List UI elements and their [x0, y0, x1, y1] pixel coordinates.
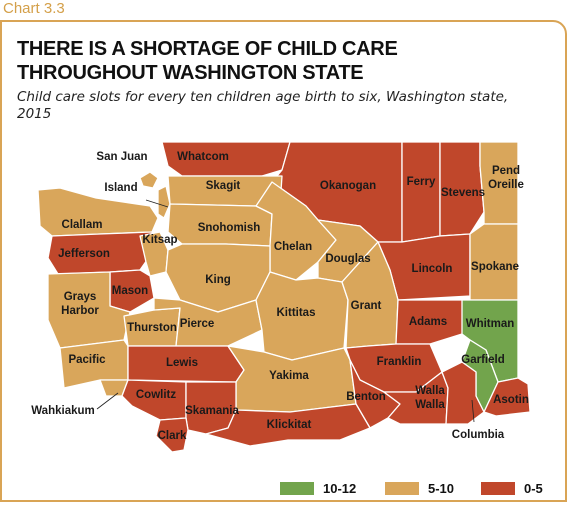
county-label-franklin: Franklin — [377, 356, 422, 368]
county-label-benton: Benton — [346, 391, 386, 403]
county-label-island: Island — [104, 182, 137, 194]
county-label-mason: Mason — [112, 285, 148, 297]
wahkiakum-leader-line — [96, 392, 119, 410]
county-label-whatcom: Whatcom — [177, 151, 229, 163]
county-label-skamania: Skamania — [185, 405, 239, 417]
county-label-stevens: Stevens — [441, 187, 485, 199]
county-label-pend-oreille: Pend Oreille — [488, 165, 524, 191]
county-label-chelan: Chelan — [274, 241, 312, 253]
county-label-thurston: Thurston — [127, 322, 177, 334]
county-label-king: King — [205, 274, 231, 286]
county-label-klickitat: Klickitat — [267, 419, 312, 431]
county-label-san-juan: San Juan — [96, 151, 147, 163]
legend-label: 0-5 — [524, 480, 543, 496]
county-label-kittitas: Kittitas — [277, 307, 316, 319]
county-clallam — [37, 187, 159, 237]
county-label-columbia: Columbia — [452, 429, 505, 441]
county-label-spokane: Spokane — [471, 261, 519, 273]
chart-title: THERE IS A SHORTAGE OF CHILD CARE THROUG… — [17, 38, 398, 84]
county-label-lincoln: Lincoln — [412, 263, 453, 275]
island-leader-line — [145, 199, 169, 208]
legend-label: 5-10 — [428, 480, 455, 496]
county-adams — [395, 299, 471, 345]
county-label-grays-harbor: Grays Harbor — [61, 291, 99, 317]
county-label-skagit: Skagit — [206, 180, 241, 192]
chart-number-label: Chart 3.3 — [3, 0, 65, 17]
county-label-asotin: Asotin — [493, 394, 529, 406]
county-label-garfield: Garfield — [461, 354, 504, 366]
county-label-ferry: Ferry — [407, 176, 436, 188]
county-label-clallam: Clallam — [62, 219, 103, 231]
county-label-kitsap: Kitsap — [142, 234, 177, 246]
county-label-whitman: Whitman — [466, 318, 515, 330]
county-label-adams: Adams — [409, 316, 447, 328]
chart-subtitle: Child care slots for every ten children … — [17, 89, 509, 122]
county-island — [157, 185, 171, 219]
county-label-okanogan: Okanogan — [320, 180, 376, 192]
legend-swatch — [385, 481, 419, 495]
county-label-wahkiakum: Wahkiakum — [31, 405, 94, 417]
county-label-snohomish: Snohomish — [198, 222, 261, 234]
legend-item-low: 0-5 — [481, 480, 543, 496]
county-label-pacific: Pacific — [68, 354, 106, 366]
county-spokane — [469, 223, 519, 301]
legend-label: 10-12 — [323, 480, 357, 496]
columbia-leader-line — [471, 399, 475, 423]
county-ferry — [401, 141, 441, 243]
county-label-yakima: Yakima — [269, 370, 309, 382]
county-label-clark: Clark — [158, 430, 187, 442]
county-san-juan — [139, 171, 159, 189]
county-label-grant: Grant — [351, 300, 382, 312]
legend-item-high: 10-12 — [280, 480, 357, 496]
county-label-pierce: Pierce — [180, 318, 215, 330]
county-label-douglas: Douglas — [325, 253, 370, 265]
legend-swatch — [481, 481, 515, 495]
county-clark — [155, 417, 189, 453]
county-label-walla-walla: Walla Walla — [415, 385, 445, 411]
county-pierce — [153, 297, 263, 347]
legend-item-mid: 5-10 — [385, 480, 455, 496]
legend-swatch — [280, 481, 314, 495]
county-label-lewis: Lewis — [166, 357, 198, 369]
county-klickitat — [205, 403, 371, 447]
county-label-jefferson: Jefferson — [58, 248, 110, 260]
county-columbia — [441, 361, 485, 425]
county-label-cowlitz: Cowlitz — [136, 389, 176, 401]
